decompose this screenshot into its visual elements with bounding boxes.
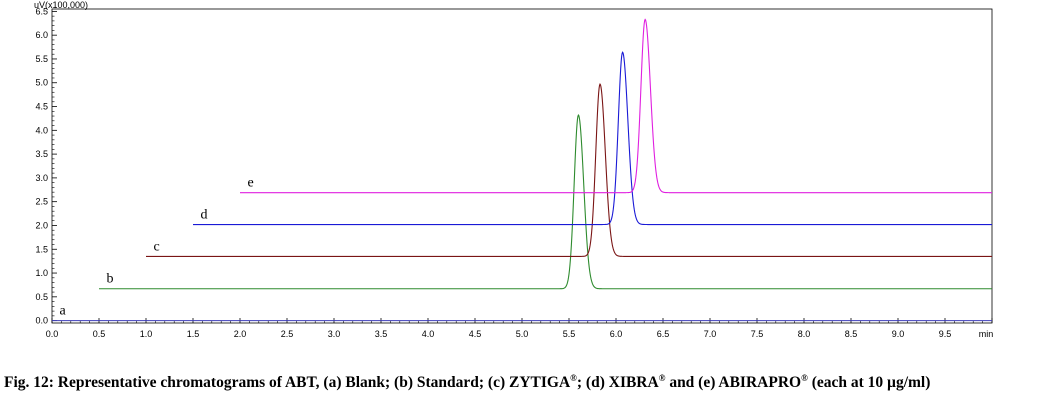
x-tick-label: 2.5 [281,329,294,339]
x-tick-label: 7.5 [751,329,764,339]
trace-d [193,51,992,226]
x-tick-label: 3.0 [328,329,341,339]
trace-e [240,18,992,194]
trace-label-b: b [107,272,114,287]
y-tick-label: 2.5 [35,197,48,207]
x-tick-label: 9.5 [939,329,952,339]
x-tick-label: 5.0 [516,329,529,339]
x-tick-label: 7.0 [704,329,717,339]
x-tick-label: min [979,329,994,339]
y-tick-label: 4.5 [35,102,48,112]
y-tick-label: 1.0 [35,268,48,278]
y-axis-label: uV(x100,000) [34,0,88,10]
caption-part-2: ; (d) XIBRA [576,374,659,391]
y-tick-label: 6.0 [35,30,48,40]
trace-b [99,113,992,290]
x-tick-label: 0.5 [93,329,106,339]
x-tick-label: 6.0 [610,329,623,339]
trace-label-c: c [154,239,160,254]
registered-mark-1: ® [570,373,577,383]
x-tick-label: 4.0 [422,329,435,339]
y-tick-label: 2.0 [35,220,48,230]
y-tick-label: 0.0 [35,316,48,326]
x-tick-label: 6.5 [657,329,670,339]
x-tick-label: 8.0 [798,329,811,339]
chromatogram-chart: 0.0 0.5 1.0 1.5 2.0 2.5 3.0 3.5 4.0 4.5 5.0 5.5 6.0 6… [34,0,994,339]
x-tick-label: 8.5 [845,329,858,339]
trace-label-e: e [248,176,254,191]
figure-caption: Fig. 12: Representative chromatograms of… [4,372,1034,393]
y-tick-label: 0.5 [35,292,48,302]
x-tick-label: 3.5 [375,329,388,339]
caption-part-4: (each at 10 µg/ml) [807,374,931,391]
y-tick-label: 5.5 [35,54,48,64]
x-tick-label: 5.5 [563,329,576,339]
y-tick-label: 5.0 [35,78,48,88]
x-tick-label: 4.5 [469,329,482,339]
x-tick-label: 1.0 [140,329,153,339]
trace-c [146,83,992,257]
y-tick-label: 3.5 [35,149,48,159]
y-tick-label: 6.5 [35,6,48,16]
x-tick-label: 1.5 [187,329,200,339]
caption-part-3: and (e) ABIRAPRO [665,374,802,391]
x-tick-label: 2.0 [234,329,247,339]
caption-part-1: Fig. 12: Representative chromatograms of… [4,374,571,391]
registered-mark-2: ® [658,373,666,383]
chart-svg: 0.0 0.5 1.0 1.5 2.0 2.5 3.0 3.5 4.0 4.5 5.0 5.5 6.0 6… [34,0,994,339]
x-tick-label: 0.0 [46,329,59,339]
trace-label-a: a [60,304,67,319]
y-tick-label: 1.5 [35,244,48,254]
registered-mark-3: ® [801,373,808,383]
x-tick-label: 9.0 [892,329,905,339]
y-tick-label: 3.0 [35,173,48,183]
y-tick-label: 4.0 [35,125,48,135]
trace-label-d: d [201,208,208,223]
plot-frame [51,8,993,324]
